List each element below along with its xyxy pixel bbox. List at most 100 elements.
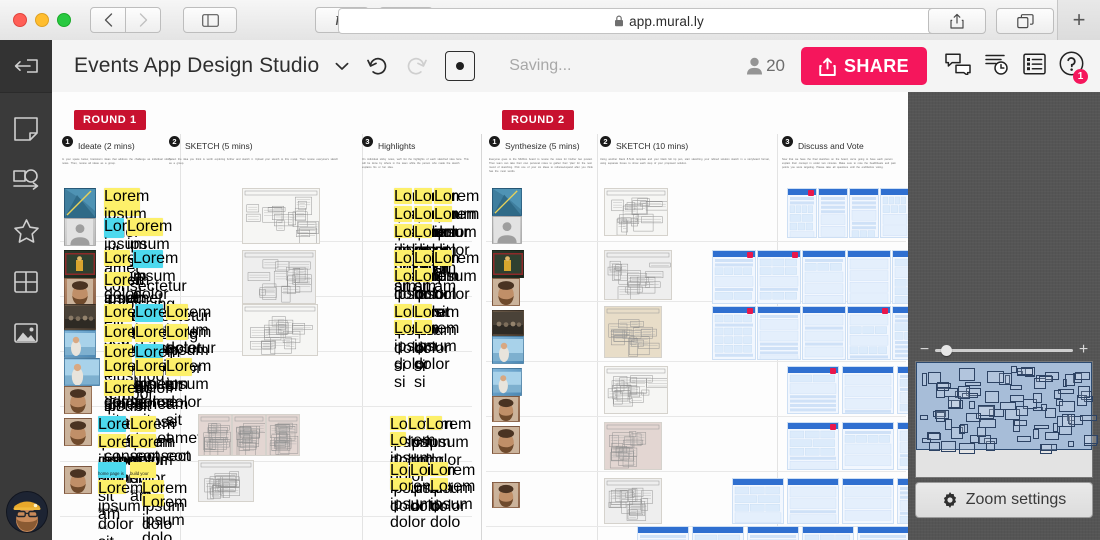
app-wireframe[interactable] [787,478,839,524]
sticky-note[interactable]: Lorem ipsum dolor sit [394,224,439,295]
sketch-upload[interactable] [604,366,668,414]
sticky-note[interactable]: Lorem ipsum dolor sit [394,250,439,321]
sidebar-item-back[interactable] [0,40,52,93]
new-tab-button[interactable]: + [1057,0,1100,40]
app-wireframe[interactable] [892,306,908,360]
sticky-note[interactable]: Lorem ipsum dolor sit am [434,188,479,277]
sticky-note[interactable]: Lorem ipsum dolor sit am [414,188,459,277]
app-wireframe[interactable] [892,250,908,304]
sketch-upload[interactable] [242,188,320,244]
sketch-upload[interactable] [604,250,672,300]
app-wireframe[interactable] [847,250,891,304]
participant-thumbnail[interactable] [64,466,92,494]
sketch-upload[interactable] [604,422,662,470]
sticky-note[interactable]: Lorem ipsum dolor si [414,320,459,391]
participant-thumbnail[interactable] [492,310,524,336]
app-wireframe[interactable] [757,306,801,360]
sticky-note[interactable]: Lorem ipsum dolor sit amet conse [104,304,149,411]
app-wireframe[interactable] [802,306,846,360]
sticky-note[interactable]: Lorem ipsum dolor sit amet con [166,358,211,465]
sticky-note[interactable]: Lorem ipsum dolor [390,478,435,531]
app-wireframe[interactable] [757,250,801,304]
participant-thumbnail[interactable] [492,336,524,364]
participant-thumbnail[interactable] [64,304,96,330]
participant-thumbnail[interactable] [64,386,92,414]
participant-thumbnail[interactable] [492,216,522,244]
sketch-upload[interactable] [604,188,668,236]
sticky-note[interactable]: Lorem ipsum dolor sit amet conse [135,324,180,431]
sticky-note[interactable]: Lorem ipsum dolor sit amet consectetur a… [104,188,187,403]
zoom-slider[interactable]: − + [918,341,1090,359]
sticky-note[interactable]: Lorem ipsum dolor sit amet consectetur a… [127,218,210,361]
title-dropdown-button[interactable] [335,62,349,71]
sticky-note[interactable]: Lorem ipsum dolor sit am [394,206,439,295]
sketch-upload[interactable] [604,306,662,358]
sidebar-item-shape-connector[interactable] [0,154,52,205]
sticky-note[interactable]: Lorem ipsum dolor sit amet consect [104,218,159,325]
sidebar-item-image[interactable] [0,307,52,358]
sticky-note[interactable]: Lorem ipsum dolo [142,480,187,533]
app-wireframe[interactable] [712,306,756,360]
sticky-note[interactable]: home page is a task queue (what to do ne… [98,462,126,530]
app-wireframe[interactable] [637,526,689,540]
outline-button[interactable] [1023,52,1046,80]
sticky-note[interactable]: Lorem ipsum dolor sit am [434,206,479,295]
mural-canvas[interactable]: ROUND 1 ROUND 2 1 Ideate (2 mins) In your… [52,92,908,540]
sidebar-item-star[interactable] [0,205,52,256]
participant-thumbnail[interactable] [64,278,96,306]
app-wireframe[interactable] [787,422,839,470]
participant-thumbnail[interactable] [492,250,524,278]
sticky-note[interactable]: Lorem ipsum dolor [430,462,475,515]
sticky-note[interactable]: Lorem ipsum dolor si [394,320,439,391]
avatar[interactable] [6,491,48,533]
sticky-note[interactable]: Lorem ipsum dolor [426,416,471,469]
sticky-note[interactable]: Lorem ipsum dolor [408,416,453,469]
maximize-window-button[interactable] [57,13,71,27]
participant-thumbnail[interactable] [64,188,96,218]
sticky-note[interactable]: Lorem ipsum dolor sit [414,224,459,295]
sticky-note[interactable]: build your schedule [130,462,156,494]
minimap[interactable] [915,361,1098,478]
participant-thumbnail[interactable] [492,396,520,422]
help-button[interactable]: 1 [1059,51,1088,84]
app-wireframe[interactable] [712,250,756,304]
sticky-note[interactable]: Lorem ipsum dolor sit am [166,304,211,393]
sticky-note[interactable]: Lorem ipsum dolor sit [394,268,439,339]
sticky-note[interactable]: Lorem ipsum dolor sit amet conse [135,304,180,411]
sidebar-item-framework[interactable] [0,256,52,307]
sidebar-item-sticky-note[interactable] [0,103,52,154]
app-wireframe[interactable] [818,188,848,238]
sticky-note[interactable]: Lorem ipsum dolor sit amet consect [135,358,190,465]
undo-button[interactable] [367,56,389,76]
sticky-note[interactable]: Lorem ipsum dolor si [394,304,439,375]
app-wireframe[interactable] [847,306,891,360]
share-button-mural[interactable]: SHARE [800,47,927,85]
sticky-note[interactable]: Lorem ipsum dolor sit amet con [104,380,149,487]
participant-thumbnail[interactable] [64,418,92,446]
sketch-upload[interactable] [604,478,662,524]
sketch-upload[interactable] [242,304,318,356]
participant-thumbnail[interactable] [492,278,520,306]
app-wireframe[interactable] [747,526,799,540]
participants-count[interactable]: 20 [746,56,785,76]
sketch-upload[interactable] [266,414,300,456]
app-wireframe[interactable] [692,526,744,540]
forward-button[interactable] [126,7,161,33]
sticky-note[interactable]: Lorem ipsum dolor [390,416,435,469]
sticky-note[interactable]: Lorem ipsum dolor sit [414,268,459,339]
participant-thumbnail[interactable] [492,482,520,508]
app-wireframe[interactable] [802,250,846,304]
zoom-in-button[interactable]: + [1078,341,1089,358]
sketch-upload[interactable] [232,414,266,456]
close-window-button[interactable] [13,13,27,27]
sticky-note[interactable]: Lorem ipsum dolor sit [414,250,459,321]
app-wireframe[interactable] [897,366,908,414]
app-wireframe[interactable] [857,526,908,540]
chat-button[interactable] [945,52,971,80]
sticky-note[interactable]: Lorem ipsum dolor sit amet consect [104,358,159,465]
sticky-note[interactable]: Lorem ipsum dolor sit am [98,434,143,523]
address-bar[interactable]: app.mural.ly [338,8,980,34]
sticky-note[interactable]: Lorem ipsum dolor sit [434,250,479,321]
sticky-note[interactable]: Lorem ipsum dolor [130,434,175,487]
app-wireframe[interactable] [849,188,879,238]
